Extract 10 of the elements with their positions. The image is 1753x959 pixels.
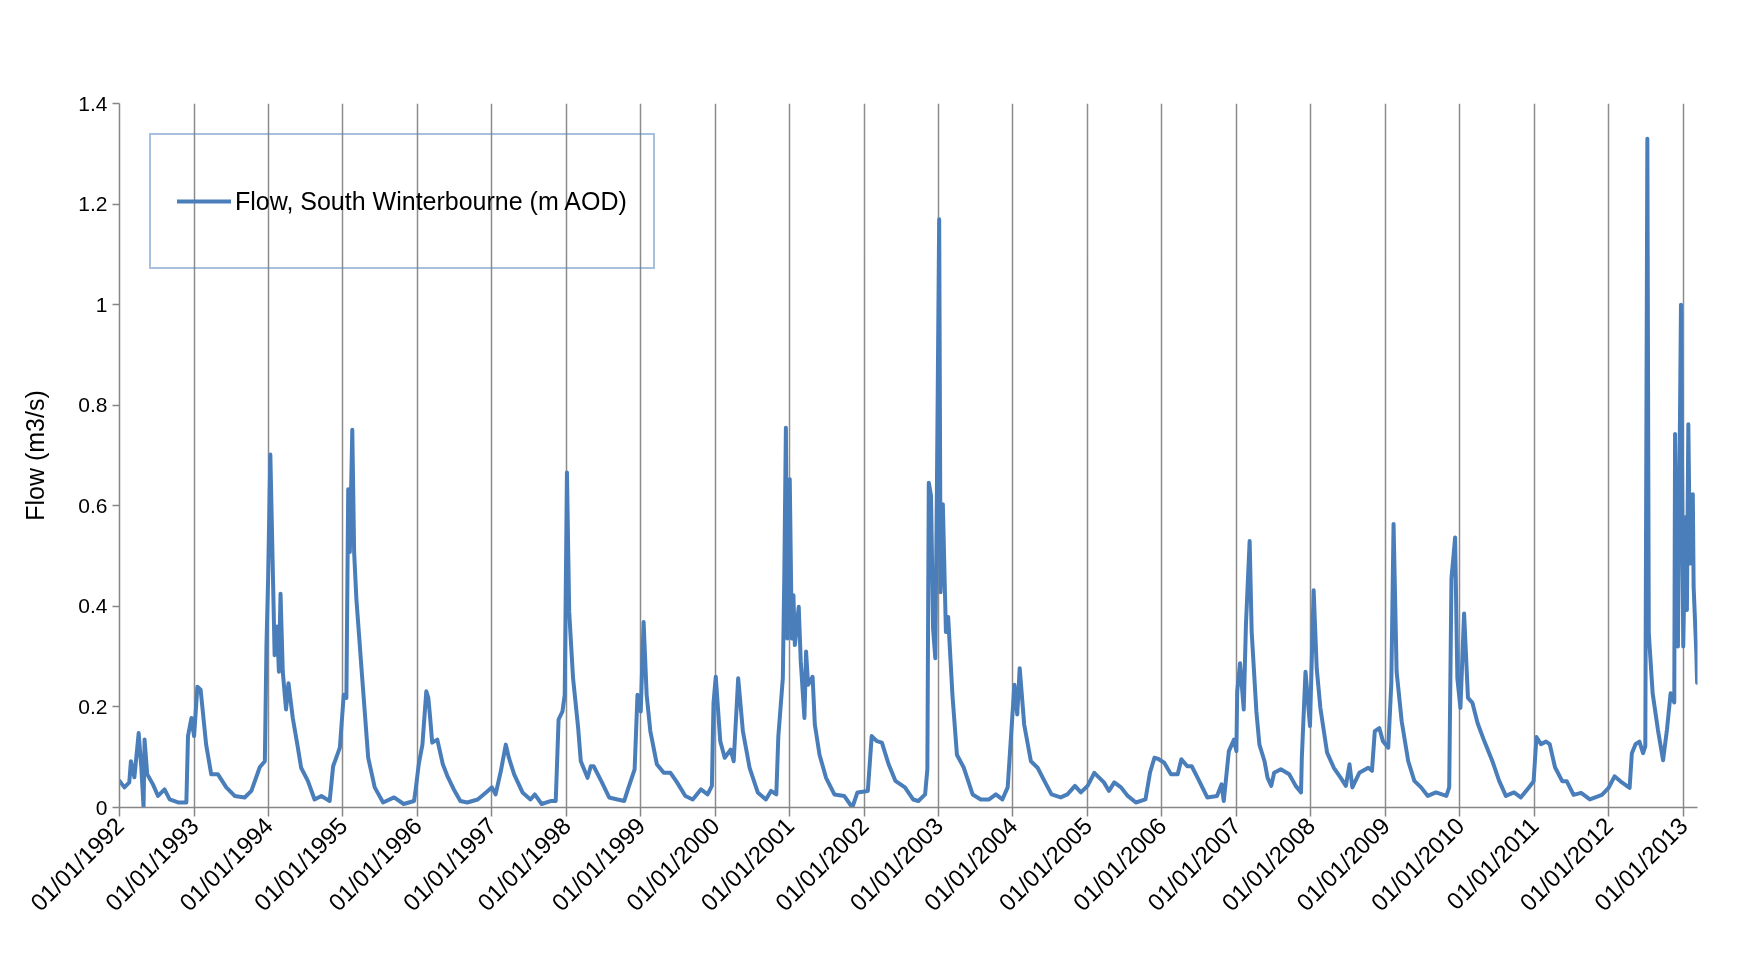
y-tick-label: 1 (95, 292, 108, 316)
y-tick-label: 1.4 (78, 91, 108, 115)
y-tick-label: 0.6 (78, 493, 108, 517)
y-tick-label: 0 (95, 795, 108, 819)
y-tick-label: 0.8 (78, 393, 108, 417)
y-tick-label: 0.2 (78, 694, 108, 718)
legend-label: Flow, South Winterbourne (m AOD) (235, 186, 627, 216)
y-tick-label: 0.4 (78, 594, 108, 618)
y-tick-label: 1.2 (78, 192, 108, 216)
y-axis-title: Flow (m3/s) (21, 390, 50, 521)
